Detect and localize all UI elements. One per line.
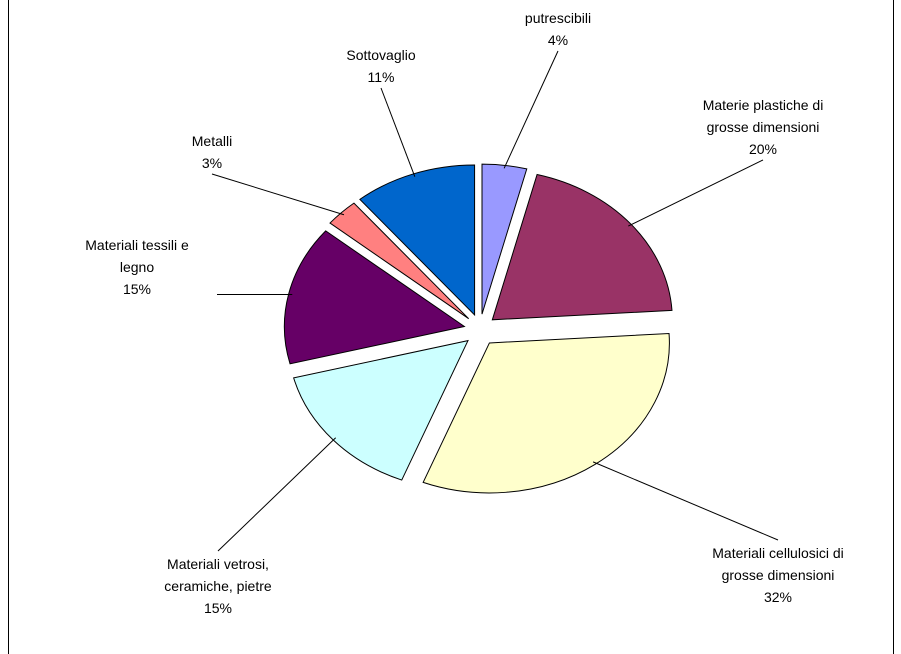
labels-layer: putrescibili 4% Materie plastiche di grosse… [85, 10, 843, 616]
leader-line-5 [211, 173, 345, 216]
leader-line-0 [503, 50, 559, 169]
leader-line-1 [628, 159, 764, 227]
slice-label-4: Materiali tessili e legno 15% [85, 237, 189, 297]
leader-line-6 [380, 87, 416, 177]
pie-slice-5 [329, 202, 470, 320]
slice-label-6: Sottovaglio 11% [346, 47, 415, 85]
pie-slice-4 [283, 230, 466, 365]
slice-label-2: Materiali cellulosici di grosse dimension… [712, 545, 844, 605]
pie-slice-2 [422, 333, 670, 494]
pie-slice-0 [481, 163, 528, 315]
chart-frame [8, 0, 894, 654]
slices-layer [283, 163, 673, 494]
slice-label-3: Materiali vetrosi, ceramiche, pietre 15% [164, 556, 272, 616]
leader-line-2 [592, 461, 779, 541]
slice-label-1: Materie plastiche di grosse dimensioni 20% [703, 97, 824, 157]
pie-slice-1 [491, 173, 673, 321]
leader-lines-layer [211, 50, 779, 552]
slice-label-5: Metalli 3% [192, 133, 232, 171]
slice-label-0: putrescibili 4% [525, 10, 591, 48]
leader-line-3 [217, 437, 337, 552]
